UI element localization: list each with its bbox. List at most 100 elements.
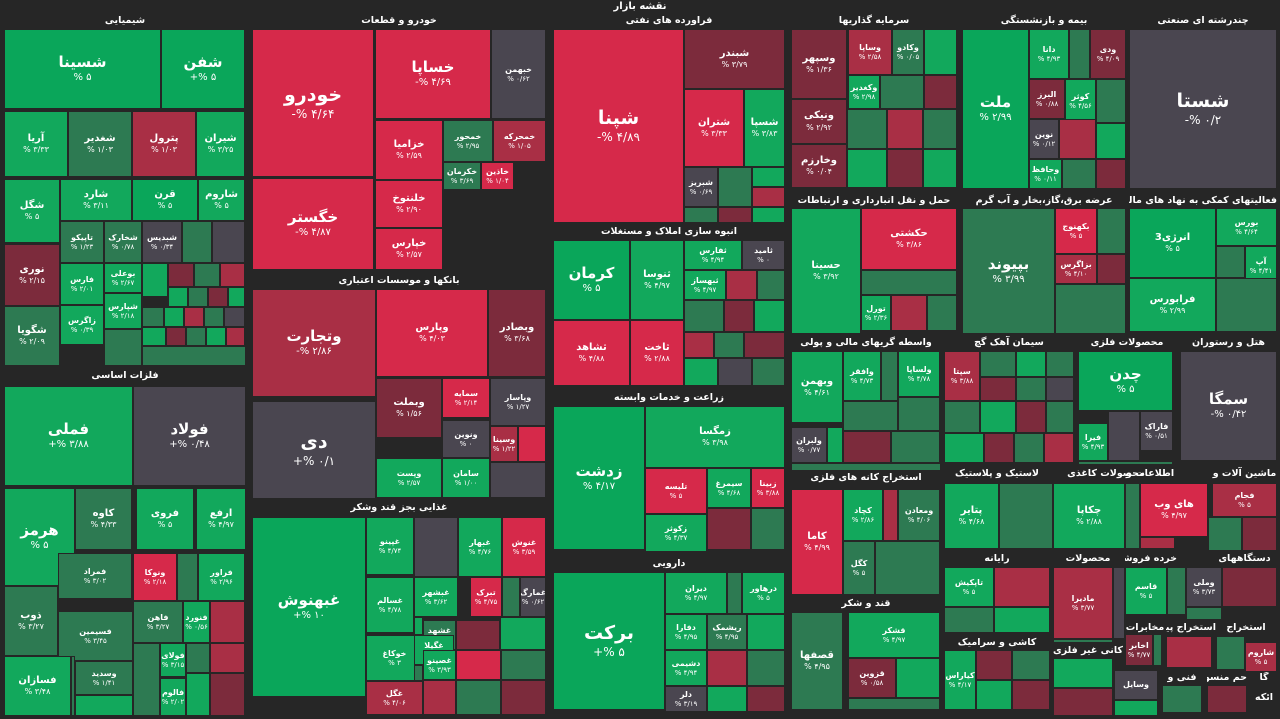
stock-tile-small[interactable] <box>166 327 186 346</box>
stock-tile-small[interactable] <box>1046 401 1074 433</box>
stock-tile[interactable]: تورل ۲/۳۶ % <box>861 295 891 331</box>
stock-tile-small[interactable] <box>843 431 891 463</box>
stock-tile-small[interactable] <box>861 270 957 295</box>
stock-tile[interactable]: غسالم ۴/۷۸ % <box>366 577 414 633</box>
stock-tile[interactable]: شفن ۵ %+ <box>161 29 245 109</box>
stock-tile[interactable]: خبهمن ۰/۶۲ % <box>491 29 546 119</box>
stock-tile[interactable]: قشکر ۴/۹۷ % <box>848 612 940 658</box>
stock-tile[interactable]: شاروم ۵ % <box>1245 642 1277 672</box>
stock-tile-small[interactable] <box>754 300 785 332</box>
stock-tile-small[interactable] <box>204 307 224 327</box>
stock-tile-small[interactable] <box>847 149 887 188</box>
stock-tile-small[interactable] <box>999 483 1053 549</box>
stock-tile[interactable]: خمحور ۲/۹۵ % <box>443 120 493 162</box>
stock-tile-small[interactable] <box>210 601 245 643</box>
stock-tile[interactable]: فارس ۲/۰۱ % <box>60 263 104 305</box>
stock-tile-small[interactable] <box>891 295 927 331</box>
stock-tile[interactable]: فولای ۳/۱۵ % <box>160 643 186 677</box>
stock-tile-small[interactable] <box>104 329 142 366</box>
stock-tile[interactable]: وتجارت ۲/۸۶ %- <box>252 289 376 397</box>
stock-tile-small[interactable] <box>1059 119 1096 159</box>
stock-tile[interactable]: نوری ۲/۱۵ % <box>4 244 60 306</box>
stock-tile-small[interactable] <box>752 187 785 207</box>
stock-tile[interactable]: غبهار ۴/۷۶ % <box>458 517 502 577</box>
stock-tile-small[interactable] <box>980 401 1016 433</box>
stock-tile[interactable]: آریا ۳/۳۳ % <box>4 111 68 177</box>
stock-tile[interactable]: کاما ۴/۹۹ % <box>791 489 843 595</box>
stock-tile[interactable]: حسینا ۳/۹۲ % <box>791 208 861 334</box>
stock-tile[interactable]: فجام ۵ % <box>1212 483 1277 517</box>
stock-tile[interactable]: کاوه ۴/۳۳ % <box>75 488 132 550</box>
stock-tile-small[interactable] <box>194 263 220 287</box>
stock-tile[interactable]: شبریز ۰/۶۹ % <box>684 167 718 207</box>
stock-tile[interactable]: کوثر ۴/۵۶ % <box>1065 79 1096 123</box>
stock-tile-small[interactable] <box>976 650 1012 680</box>
stock-tile[interactable]: انرژی3 ۵ % <box>1129 208 1216 278</box>
stock-tile[interactable]: شستا ۰/۲ %- <box>1129 29 1277 189</box>
stock-tile-small[interactable] <box>228 287 245 307</box>
stock-tile[interactable]: تبرک ۴/۷۵ % <box>470 577 502 617</box>
stock-tile[interactable]: درهاور ۵ % <box>742 572 785 614</box>
stock-tile-small[interactable] <box>414 665 423 681</box>
stock-tile[interactable]: مادیرا ۳/۷۷ % <box>1053 567 1113 639</box>
stock-tile-small[interactable] <box>718 167 752 207</box>
stock-tile-small[interactable] <box>1216 246 1245 278</box>
stock-tile-small[interactable] <box>168 263 194 287</box>
stock-tile-small[interactable] <box>707 686 747 712</box>
stock-tile[interactable]: دفارا ۴/۹۵ % <box>665 614 707 650</box>
stock-tile-small[interactable] <box>1053 639 1113 643</box>
stock-tile[interactable]: بزاگرس ۴/۱۰ % <box>1055 254 1097 284</box>
stock-tile[interactable]: فسازان ۳/۴۸ % <box>4 656 71 716</box>
stock-tile[interactable]: سمگا ۰/۴۲ %- <box>1180 351 1277 461</box>
stock-tile-small[interactable] <box>747 650 785 686</box>
stock-tile-small[interactable] <box>1216 636 1245 670</box>
stock-tile[interactable]: بپیوند ۳/۹۹ % <box>962 208 1055 334</box>
stock-tile[interactable]: شیران ۳/۲۵ % <box>196 111 245 177</box>
stock-tile-small[interactable] <box>684 332 714 358</box>
stock-tile[interactable]: قصفها ۴/۹۵ % <box>791 612 843 710</box>
stock-tile-small[interactable] <box>752 167 785 187</box>
stock-tile[interactable]: ونوکا ۲/۱۸ % <box>133 553 177 601</box>
stock-tile-small[interactable] <box>226 327 245 346</box>
stock-tile[interactable]: وبملت ۱/۵۶ % <box>376 378 442 438</box>
stock-tile[interactable]: وخارزم ۰/۰۴ % <box>791 144 847 188</box>
stock-tile[interactable]: هرمز ۵ % <box>4 488 75 586</box>
stock-tile[interactable]: ومعادن ۴/۰۶ % <box>898 489 940 541</box>
stock-tile-small[interactable] <box>707 650 747 686</box>
stock-tile-small[interactable] <box>188 287 208 307</box>
stock-tile-small[interactable] <box>714 332 744 358</box>
stock-tile[interactable]: شغدیر ۱/۰۳ % <box>68 111 132 177</box>
stock-tile[interactable]: فولاد ۰/۴۸ %+ <box>133 386 246 486</box>
stock-tile[interactable]: البرز ۰/۸۸ % <box>1029 79 1065 119</box>
stock-tile[interactable]: حکشتی ۳/۸۶ % <box>861 208 957 270</box>
stock-tile[interactable]: اخابر ۴/۷۷ % <box>1125 634 1153 666</box>
stock-tile-small[interactable] <box>887 109 923 149</box>
stock-tile-small[interactable] <box>757 270 785 300</box>
stock-tile-small[interactable] <box>210 643 245 673</box>
stock-tile[interactable]: ریشمک ۴/۹۵ % <box>707 614 747 650</box>
stock-tile[interactable]: وپاسار ۱/۲۷ % <box>490 378 546 426</box>
stock-tile[interactable]: سیمرغ ۴/۶۸ % <box>707 468 751 508</box>
stock-tile[interactable]: چدن ۵ % <box>1078 351 1173 411</box>
stock-tile[interactable]: کچاد ۲/۸۶ % <box>843 489 883 541</box>
stock-tile-small[interactable] <box>490 462 546 498</box>
stock-tile[interactable]: ونیکی ۲/۹۲ % <box>791 99 847 144</box>
stock-tile[interactable]: غصینو ۳/۹۳ % <box>423 650 456 680</box>
stock-tile-small[interactable] <box>182 221 212 263</box>
stock-tile[interactable]: وپارس ۴/۰۳ % <box>376 289 488 377</box>
stock-tile-small[interactable] <box>752 358 785 386</box>
stock-tile[interactable]: های وب ۴/۹۷ % <box>1140 483 1208 537</box>
stock-tile[interactable]: دشیمی ۴/۹۴ % <box>665 650 707 686</box>
stock-tile[interactable]: دانا ۴/۹۳ % <box>1029 29 1069 79</box>
stock-tile-small[interactable] <box>501 680 546 715</box>
stock-tile-small[interactable] <box>883 489 898 541</box>
stock-tile-small[interactable] <box>791 463 941 471</box>
stock-tile-small[interactable] <box>875 541 940 595</box>
stock-tile[interactable]: خاذین ۱/۰۴ % <box>481 162 514 190</box>
stock-tile-small[interactable] <box>212 221 245 263</box>
stock-tile[interactable]: برکت ۵ %+ <box>553 572 665 710</box>
stock-tile-small[interactable] <box>718 358 752 386</box>
stock-tile-small[interactable] <box>1162 685 1202 713</box>
stock-tile[interactable]: ثنوسا ۴/۹۷ % <box>630 240 684 320</box>
stock-tile-small[interactable] <box>684 300 724 332</box>
